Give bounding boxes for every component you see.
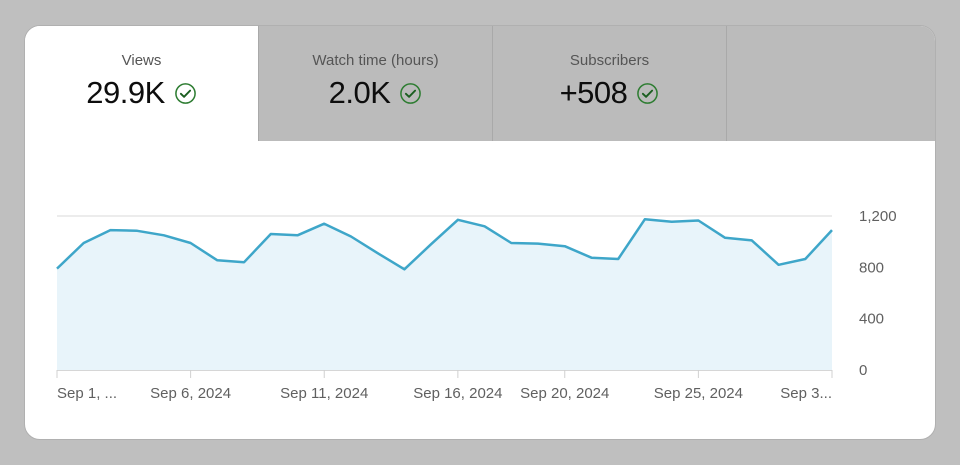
tab-views[interactable]: Views 29.9K [25, 26, 258, 141]
views-line-chart: 1,200 800 400 0 Sep 1, ... Sep 6, 2024 Sep 11… [25, 141, 935, 439]
x-tick-label: Sep 25, 2024 [654, 385, 743, 402]
tab-value: 2.0K [328, 75, 391, 110]
chart-svg: 1,200 800 400 0 Sep 1, ... Sep 6, 2024 Sep 11… [56, 208, 897, 402]
tab-label: Subscribers [569, 52, 650, 69]
chart-area-fill [57, 219, 832, 370]
x-tick-label: Sep 1, ... [57, 385, 117, 402]
x-tick-label: Sep 20, 2024 [520, 385, 609, 402]
check-circle-icon [637, 82, 659, 104]
tab-watch-time[interactable]: Watch time (hours) 2.0K [258, 26, 492, 141]
y-tick-label: 1,200 [859, 208, 897, 225]
tab-value: +508 [559, 75, 628, 110]
tab-label: Watch time (hours) [312, 52, 439, 69]
tab-value: 29.9K [86, 75, 165, 110]
check-circle-icon [400, 82, 422, 104]
y-tick-label: 0 [859, 362, 867, 379]
x-axis-labels: Sep 1, ... Sep 6, 2024 Sep 11, 2024 Sep 16,… [56, 370, 833, 402]
y-tick-label: 400 [859, 311, 884, 328]
y-tick-label: 800 [859, 259, 884, 276]
x-tick-label: Sep 3... [780, 385, 832, 402]
metric-tabs: Views 29.9K Watch time (hours) 2.0K Subs… [25, 26, 935, 141]
y-axis-labels: 1,200 800 400 0 [859, 208, 897, 379]
tab-subscribers[interactable]: Subscribers +508 [492, 26, 726, 141]
x-tick-label: Sep 16, 2024 [413, 385, 502, 402]
analytics-card: Views 29.9K Watch time (hours) 2.0K Subs… [24, 25, 936, 440]
tab-label: Views [121, 52, 162, 69]
chart-line [56, 217, 833, 271]
x-tick-label: Sep 6, 2024 [150, 385, 231, 402]
tab-empty[interactable] [726, 26, 935, 141]
check-circle-icon [174, 82, 196, 104]
x-tick-label: Sep 11, 2024 [280, 385, 368, 402]
